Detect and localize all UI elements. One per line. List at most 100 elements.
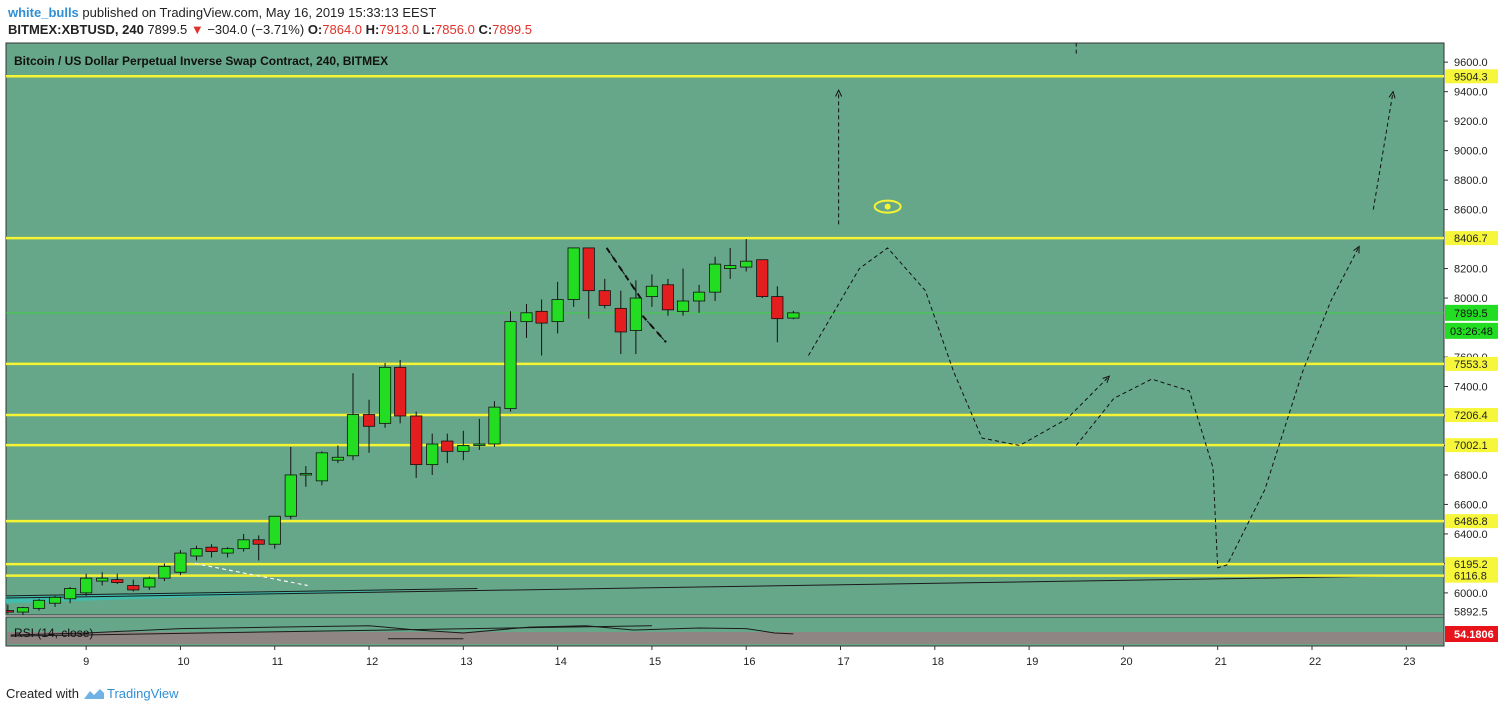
rsi-line — [10, 625, 794, 636]
candle — [535, 310, 548, 324]
candle — [158, 565, 171, 579]
candle — [174, 552, 187, 573]
candle — [190, 548, 203, 557]
projection-path — [1075, 246, 1360, 569]
level-label-bg — [1445, 438, 1498, 453]
y-tick-label: 6400.0 — [1454, 529, 1488, 541]
publish-line: white_bulls published on TradingView.com… — [8, 5, 436, 20]
projection-path — [642, 315, 667, 343]
candle — [16, 607, 30, 613]
low-label: L: — [422, 22, 436, 37]
candle — [80, 577, 93, 594]
countdown-tag — [1445, 322, 1498, 339]
publish-info: published on TradingView.com, May 16, 20… — [82, 5, 437, 20]
arrow-head — [835, 89, 843, 97]
y-tick-label: 6600.0 — [1454, 499, 1488, 511]
candle — [111, 579, 124, 583]
candle — [346, 414, 360, 457]
x-tick-label: 20 — [1120, 656, 1132, 668]
footer-created: Created with — [6, 686, 79, 701]
close-label: C: — [478, 22, 493, 37]
candle — [127, 585, 140, 591]
level-label: 6486.8 — [1454, 516, 1488, 528]
footer: Created with TradingView — [6, 686, 179, 701]
candle — [237, 539, 250, 550]
candle — [394, 366, 407, 417]
author-link[interactable]: white_bulls — [8, 5, 79, 20]
arrow-head — [1102, 375, 1111, 383]
y-tick-label: 6800.0 — [1454, 470, 1488, 482]
x-tick-label: 15 — [649, 656, 661, 668]
x-tick-label: 22 — [1309, 656, 1321, 668]
candle — [379, 366, 392, 424]
plot-layer — [6, 43, 1444, 615]
candle — [724, 265, 737, 269]
candle — [473, 443, 486, 446]
candle — [740, 260, 753, 268]
level-label: 6116.8 — [1454, 571, 1487, 583]
candle — [645, 285, 658, 297]
level-label: 7002.1 — [1454, 440, 1488, 452]
candle — [331, 456, 344, 461]
level-label-bg — [1445, 356, 1498, 371]
candle — [426, 443, 439, 466]
rsi-trend-line — [10, 625, 652, 637]
level-label-bg — [1445, 514, 1498, 529]
ohlc-line: BITMEX:XBTUSD, 240 7899.5 ▼ −304.0 (−3.7… — [8, 22, 532, 37]
open-label: O: — [307, 22, 323, 37]
tradingview-logo-icon — [83, 688, 104, 699]
level-label: 9504.3 — [1454, 71, 1488, 83]
white-projection — [194, 562, 308, 587]
candle — [488, 406, 501, 445]
last-price-tag — [1445, 304, 1498, 321]
y-tick-label: 9000.0 — [1454, 146, 1488, 158]
level-label: 8406.7 — [1454, 233, 1488, 245]
candle — [709, 263, 722, 293]
level-label: 6195.2 — [1454, 559, 1488, 571]
candle — [551, 299, 564, 323]
y-tick-label: 8000.0 — [1454, 293, 1488, 305]
x-tick-label: 16 — [743, 656, 755, 668]
symbol-label: BITMEX:XBTUSD, 240 — [8, 22, 144, 37]
x-tick-label: 9 — [83, 656, 89, 668]
high-value: 7913.0 — [379, 22, 420, 37]
candle — [362, 414, 376, 427]
candle — [567, 247, 580, 300]
wedge-upper-line — [6, 587, 478, 597]
x-tick-label: 19 — [1026, 656, 1038, 668]
bold-dashed-path — [641, 315, 667, 343]
candle — [771, 296, 784, 320]
candle — [268, 515, 281, 545]
arrow-head — [1388, 90, 1396, 99]
rsi-value-tag — [1445, 626, 1498, 642]
candle — [520, 312, 533, 323]
candle — [48, 596, 62, 604]
candle — [64, 588, 77, 600]
level-label: 7206.4 — [1454, 410, 1488, 422]
y-tick-label: 9400.0 — [1454, 87, 1488, 99]
candle — [457, 445, 470, 452]
x-tick-label: 18 — [932, 656, 944, 668]
rsi-value-label: 54.1806 — [1454, 629, 1494, 641]
last-price: 7899.5 — [147, 22, 188, 37]
countdown-label: 03:26:48 — [1450, 326, 1493, 338]
candle — [756, 259, 769, 297]
x-tick-label: 12 — [366, 656, 378, 668]
x-tick-label: 17 — [838, 656, 850, 668]
price-pane — [5, 42, 1445, 616]
price-change: −304.0 (−3.71%) — [207, 22, 305, 37]
arrow-head — [1353, 245, 1360, 254]
level-label-bg — [1445, 408, 1498, 423]
candle — [284, 474, 297, 517]
footer-brand[interactable]: TradingView — [106, 686, 179, 701]
candle — [32, 599, 46, 609]
x-tick-label: 13 — [460, 656, 472, 668]
chart-title: Bitcoin / US Dollar Perpetual Inverse Sw… — [14, 54, 388, 68]
last-price-tag-label: 7899.5 — [1454, 308, 1488, 320]
projection-path — [1372, 91, 1394, 210]
candle — [299, 473, 312, 476]
x-tick-label: 21 — [1215, 656, 1227, 668]
wedge-fill — [6, 588, 478, 604]
x-tick-label: 23 — [1403, 656, 1415, 668]
